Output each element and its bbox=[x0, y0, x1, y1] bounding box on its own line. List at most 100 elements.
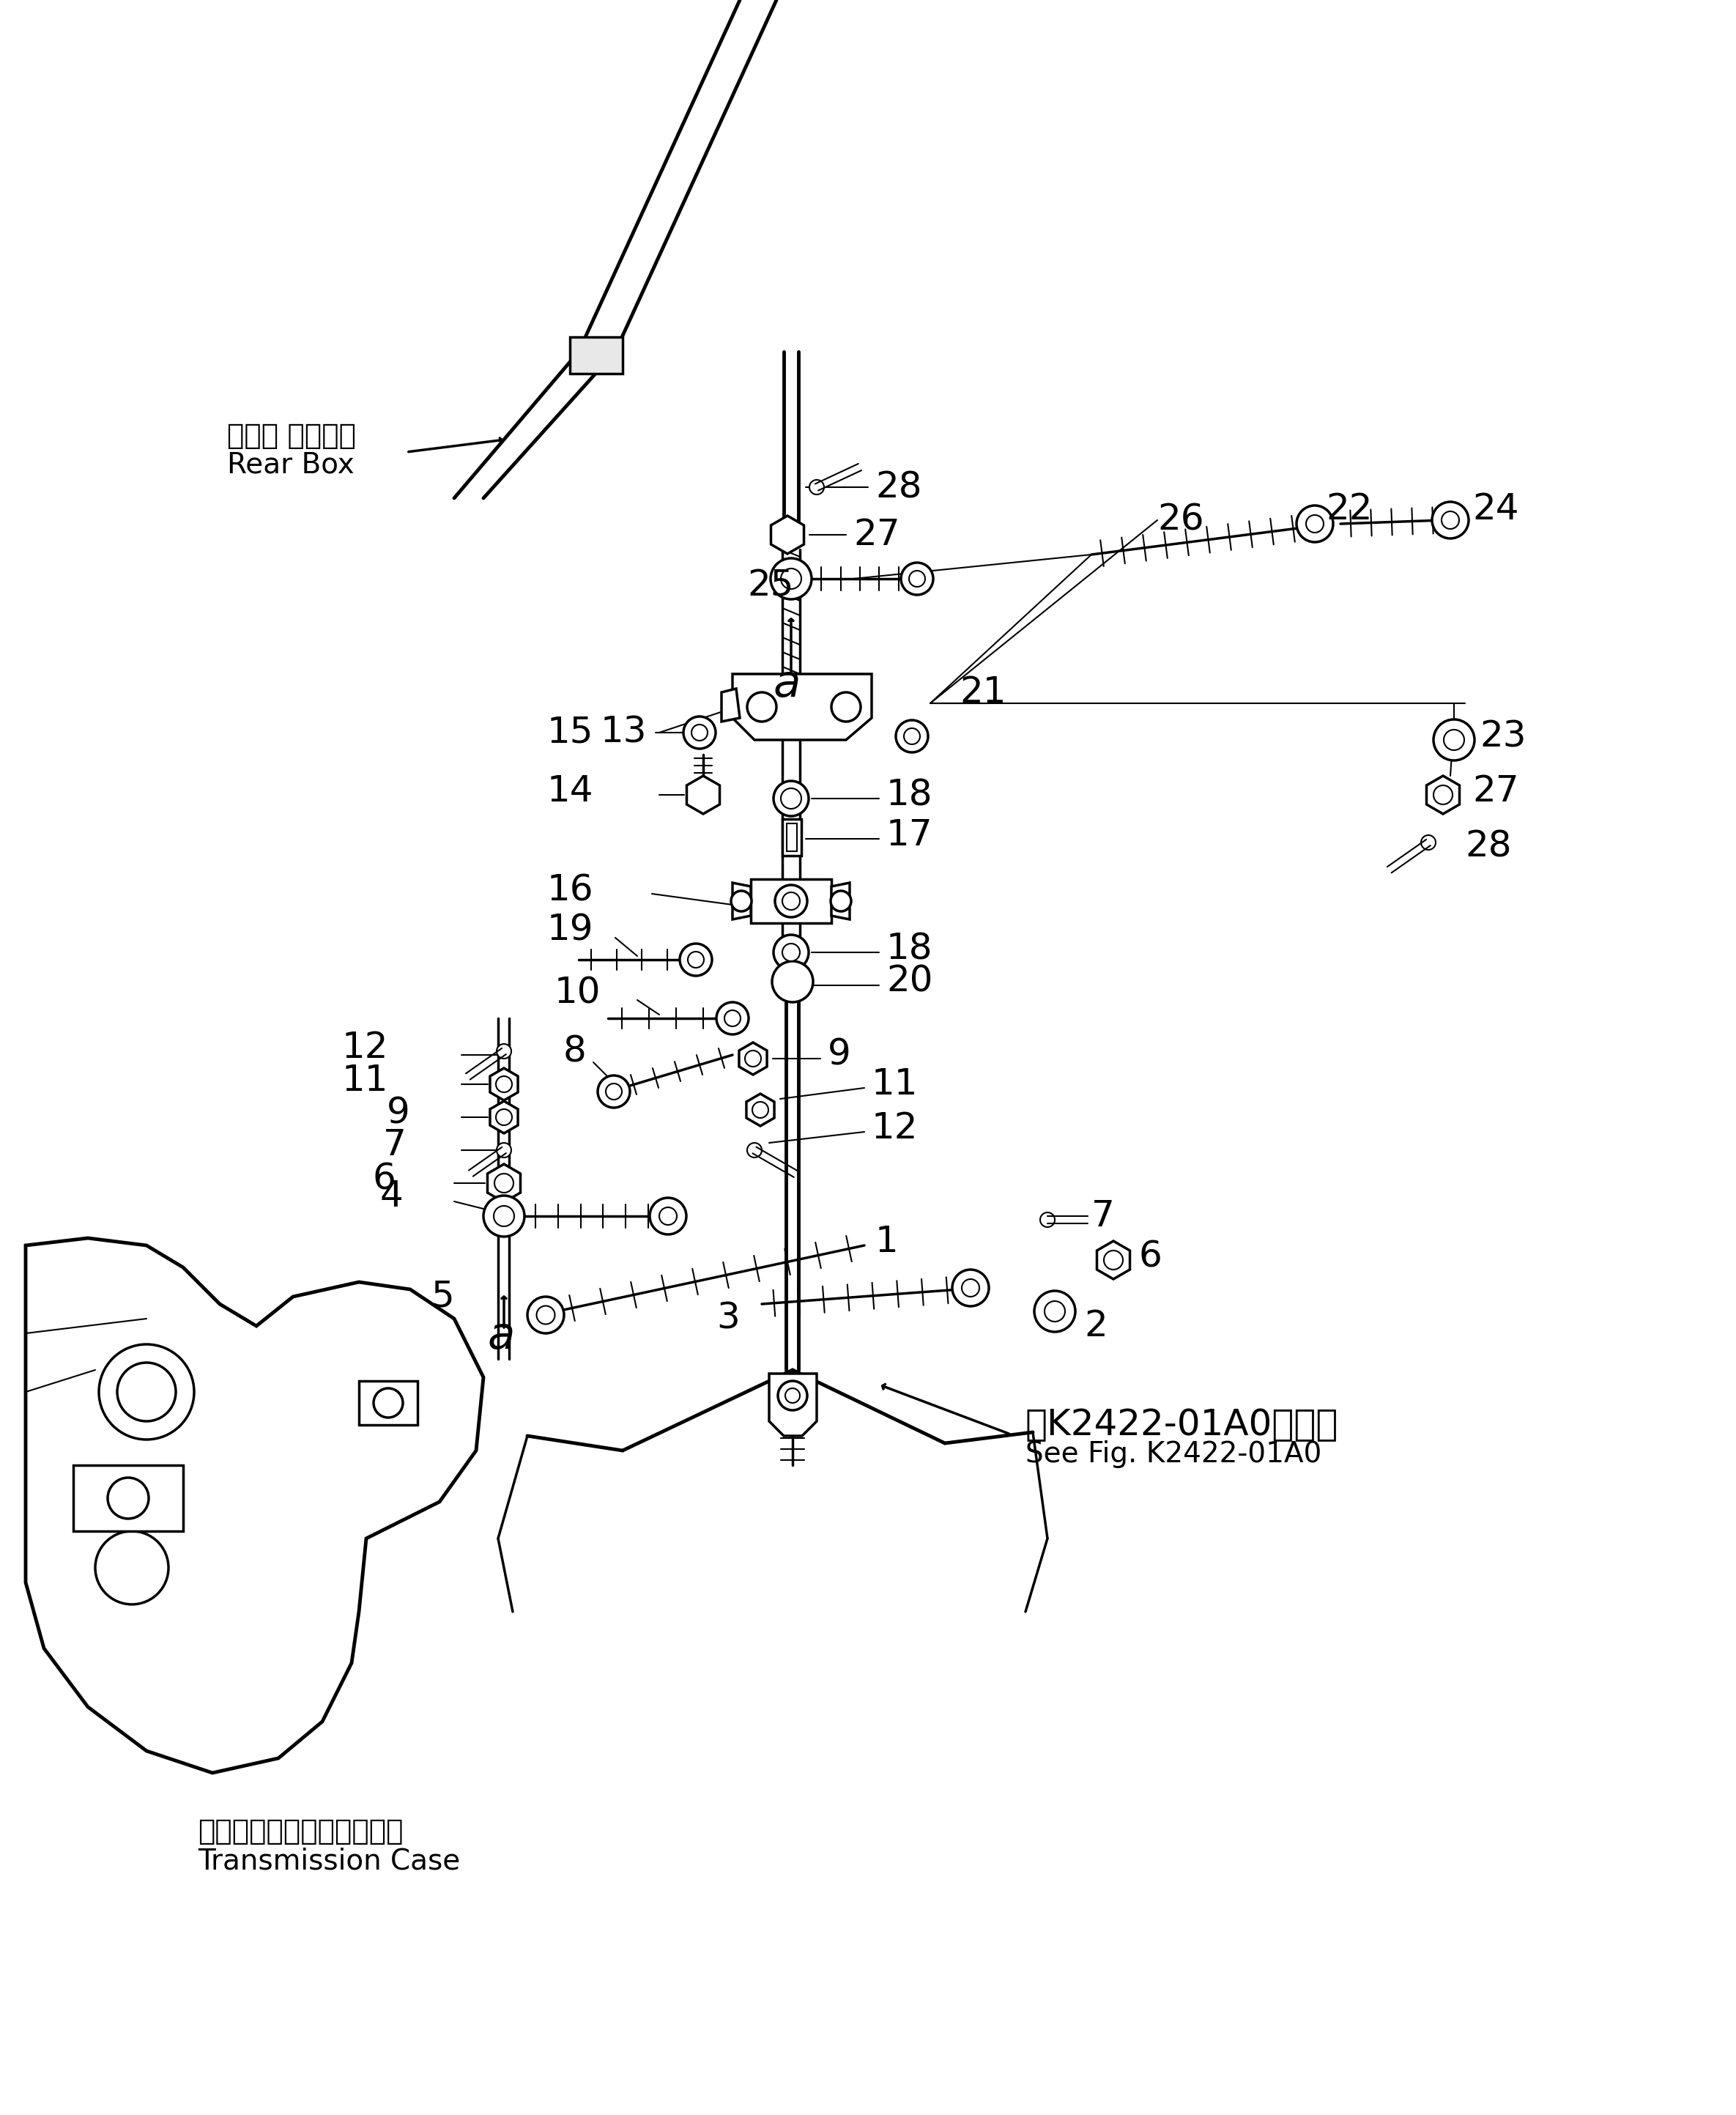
Circle shape bbox=[1432, 501, 1469, 539]
Polygon shape bbox=[722, 689, 740, 721]
Circle shape bbox=[373, 1387, 403, 1417]
Text: 19: 19 bbox=[547, 914, 594, 948]
Circle shape bbox=[745, 1051, 760, 1066]
Text: 第K2422-01A0図参照: 第K2422-01A0図参照 bbox=[1026, 1406, 1338, 1442]
Text: 7: 7 bbox=[1092, 1199, 1115, 1233]
Polygon shape bbox=[687, 776, 720, 814]
Circle shape bbox=[953, 1269, 990, 1307]
Circle shape bbox=[108, 1478, 149, 1519]
Text: 6: 6 bbox=[1139, 1239, 1163, 1273]
Text: 16: 16 bbox=[547, 873, 594, 907]
Text: 12: 12 bbox=[342, 1030, 389, 1066]
Circle shape bbox=[962, 1280, 979, 1296]
Text: 9: 9 bbox=[387, 1096, 410, 1132]
Text: 8: 8 bbox=[562, 1034, 587, 1068]
Text: 23: 23 bbox=[1479, 719, 1526, 753]
Circle shape bbox=[483, 1195, 524, 1237]
Text: 1: 1 bbox=[875, 1225, 899, 1258]
Polygon shape bbox=[740, 1043, 767, 1074]
Circle shape bbox=[1104, 1250, 1123, 1269]
Circle shape bbox=[606, 1083, 621, 1100]
Polygon shape bbox=[488, 1163, 521, 1201]
Text: Rear Box: Rear Box bbox=[227, 450, 354, 480]
Polygon shape bbox=[832, 882, 849, 920]
Circle shape bbox=[495, 1174, 514, 1193]
Circle shape bbox=[496, 1108, 512, 1125]
Text: リヤー ボックス: リヤー ボックス bbox=[227, 423, 356, 450]
Polygon shape bbox=[771, 516, 804, 554]
Text: 6: 6 bbox=[372, 1161, 396, 1197]
Circle shape bbox=[731, 890, 752, 912]
Circle shape bbox=[746, 692, 776, 721]
Text: 27: 27 bbox=[1472, 774, 1519, 808]
Text: 4: 4 bbox=[380, 1178, 403, 1214]
Text: 10: 10 bbox=[554, 975, 601, 1011]
Polygon shape bbox=[1097, 1242, 1130, 1280]
Bar bbox=[783, 819, 802, 857]
Circle shape bbox=[1045, 1301, 1066, 1322]
Text: 25: 25 bbox=[746, 569, 793, 603]
Text: 7: 7 bbox=[384, 1127, 406, 1163]
Circle shape bbox=[1297, 505, 1333, 541]
Text: 26: 26 bbox=[1158, 503, 1205, 537]
Circle shape bbox=[681, 943, 712, 975]
Text: 14: 14 bbox=[547, 774, 594, 808]
Circle shape bbox=[774, 935, 809, 971]
Polygon shape bbox=[746, 1093, 774, 1125]
Text: a: a bbox=[773, 664, 800, 706]
Circle shape bbox=[496, 1142, 512, 1157]
Circle shape bbox=[830, 890, 851, 912]
Text: 11: 11 bbox=[871, 1066, 918, 1102]
Text: Transmission Case: Transmission Case bbox=[198, 1846, 460, 1874]
Text: 2: 2 bbox=[1083, 1309, 1108, 1343]
Circle shape bbox=[896, 719, 929, 753]
Text: 15: 15 bbox=[547, 715, 594, 751]
Text: 28: 28 bbox=[875, 470, 922, 505]
Circle shape bbox=[773, 960, 812, 1003]
Circle shape bbox=[691, 725, 708, 740]
Circle shape bbox=[746, 1142, 762, 1157]
Text: 12: 12 bbox=[871, 1110, 918, 1146]
Circle shape bbox=[781, 569, 802, 588]
Circle shape bbox=[1422, 835, 1436, 850]
Circle shape bbox=[1305, 516, 1323, 533]
Bar bbox=[786, 823, 797, 850]
Circle shape bbox=[910, 571, 925, 586]
Polygon shape bbox=[733, 882, 750, 920]
Circle shape bbox=[1444, 730, 1463, 751]
Circle shape bbox=[649, 1197, 686, 1235]
Circle shape bbox=[774, 780, 809, 816]
Circle shape bbox=[717, 1003, 748, 1034]
Circle shape bbox=[785, 1387, 800, 1402]
Circle shape bbox=[1441, 512, 1460, 529]
Polygon shape bbox=[1427, 776, 1460, 814]
Text: a: a bbox=[488, 1316, 514, 1358]
Circle shape bbox=[724, 1011, 741, 1026]
Text: 18: 18 bbox=[887, 778, 932, 812]
Polygon shape bbox=[490, 1068, 517, 1100]
Text: 11: 11 bbox=[342, 1064, 389, 1098]
Polygon shape bbox=[769, 1373, 816, 1436]
Circle shape bbox=[776, 971, 806, 1000]
Circle shape bbox=[832, 692, 861, 721]
Text: 18: 18 bbox=[887, 931, 932, 967]
Circle shape bbox=[597, 1074, 630, 1108]
Text: 22: 22 bbox=[1326, 491, 1373, 527]
Circle shape bbox=[901, 563, 934, 594]
Text: 17: 17 bbox=[887, 819, 932, 852]
Bar bbox=[359, 1381, 418, 1426]
Circle shape bbox=[99, 1345, 194, 1440]
Circle shape bbox=[1434, 785, 1453, 804]
Circle shape bbox=[774, 884, 807, 918]
Circle shape bbox=[904, 728, 920, 744]
Text: 28: 28 bbox=[1465, 829, 1512, 863]
Text: 24: 24 bbox=[1472, 491, 1519, 527]
Text: 5: 5 bbox=[431, 1280, 455, 1313]
Bar bbox=[73, 1466, 182, 1531]
Text: 21: 21 bbox=[960, 675, 1007, 711]
Circle shape bbox=[493, 1206, 514, 1227]
Text: トランスミッションケース: トランスミッションケース bbox=[198, 1817, 403, 1846]
Circle shape bbox=[660, 1208, 677, 1225]
Circle shape bbox=[118, 1362, 175, 1421]
Circle shape bbox=[684, 717, 715, 749]
